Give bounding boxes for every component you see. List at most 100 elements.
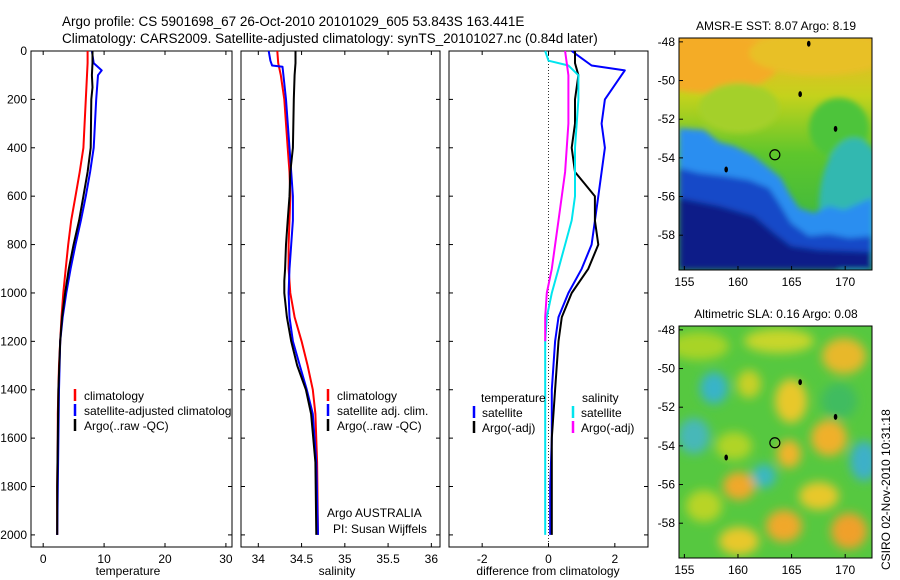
map-x-tick-label: 165 [782,563,802,577]
difference-legend: temperature salinity satelliteArgo(-adj)… [472,391,634,435]
y-tick-label: 1200 [0,334,27,348]
series-line [283,51,318,535]
sst-map-title: AMSR-E SST: 8.07 Argo: 8.19 [696,19,856,33]
map-x-tick-label: 160 [728,275,748,289]
island-marker [833,413,838,420]
y-tick-label: 1800 [0,480,27,494]
x-tick-label: 34.5 [290,552,314,566]
island-marker [798,379,802,386]
y-tick-label: 200 [7,92,27,106]
island-marker [724,166,728,173]
sla-heatmap [679,326,872,558]
map-x-tick-label: 160 [728,563,748,577]
x-tick-label: 20 [158,552,172,566]
legend-label: satellite adj. clim. [337,404,428,418]
map-x-tick-label: 170 [835,563,855,577]
x-tick-label: 0 [545,552,552,566]
sst-heatmap [679,38,872,270]
map-y-tick-label: -48 [658,35,676,49]
x-tick-label: -2 [477,552,488,566]
legend-label: Argo(..raw -QC) [84,419,169,433]
sla-map-ticks: 155 160 165 170 -48 -50 -52 -54 -56 -58 [658,323,856,577]
x-tick-label: 0 [40,552,47,566]
temperature-series [56,50,103,535]
argo-float-position-marker [769,149,781,161]
legend-label: satellite [482,406,523,420]
temperature-plot-frame [30,50,233,548]
map-y-tick-label: -54 [658,151,676,165]
island-marker [798,91,802,98]
y-tick-label: 1000 [0,286,27,300]
difference-x-ticks: -2 0 2 [477,51,618,566]
x-tick-label: 2 [611,552,618,566]
legend-label: Argo(-adj) [482,421,535,435]
series-line [276,50,319,535]
salinity-series [267,50,319,535]
map-x-tick-label: 170 [835,275,855,289]
institution-line2: PI: Susan Wijffels [333,522,427,536]
sla-map-title: Altimetric SLA: 0.16 Argo: 0.08 [694,307,858,321]
temperature-x-ticks: 0 10 20 30 [40,51,233,566]
sla-map-panel: Altimetric SLA: 0.16 Argo: 0.08 [658,307,873,577]
y-tick-label: 1600 [0,431,27,445]
difference-xlabel: difference from climatology [476,564,619,578]
map-y-tick-label: -52 [658,400,676,414]
series-line [544,50,580,535]
map-y-tick-label: -52 [658,112,676,126]
series-line [549,50,626,535]
x-tick-label: 36 [425,552,439,566]
island-marker [806,40,811,47]
map-y-tick-label: -50 [658,74,676,88]
map-y-tick-label: -48 [658,323,676,337]
side-timestamp-label: CSIRO 02-Nov-2010 10:31:18 [879,409,893,570]
legend-label: Argo(..raw -QC) [337,419,422,433]
map-y-tick-label: -56 [658,190,676,204]
institution-line1: Argo AUSTRALIA [327,506,422,520]
y-tick-label: 800 [7,238,27,252]
argo-float-position-marker [769,437,781,449]
map-y-tick-label: -58 [658,516,676,530]
temperature-panel: 0 200 400 600 800 1000 1200 1400 1600 1800 2000 0 1… [0,44,233,578]
island-marker [724,454,728,461]
sst-map-panel: AMSR-E SST: 8.07 Argo: 8.19 155 160 165 170 [658,19,873,289]
figure-title-line2: Climatology: CARS2009. Satellite-adjuste… [62,31,598,46]
series-line [550,51,600,535]
difference-panel: -2 0 2 temperature salinity satelliteArgo(… [448,50,649,578]
x-tick-label: 35.5 [376,552,400,566]
legend-label: climatology [84,389,144,403]
y-tick-label: 400 [7,141,27,155]
x-tick-label: 34 [252,552,266,566]
x-tick-label: 10 [97,552,111,566]
temperature-xlabel: temperature [96,564,161,578]
salinity-xlabel: salinity [319,564,356,578]
island-marker [833,125,838,132]
series-line [544,50,570,342]
legend-title-temperature: temperature [481,391,546,405]
x-tick-label: 35 [338,552,352,566]
salinity-y-ticks [241,50,440,536]
sla-map-frame [678,325,873,559]
map-x-tick-label: 155 [674,275,694,289]
salinity-plot-frame [240,50,441,548]
y-tick-label: 2000 [0,528,27,542]
sla-map-markers [724,379,838,461]
map-x-tick-label: 155 [674,563,694,577]
legend-title-salinity: salinity [582,391,619,405]
temperature-y-ticks: 0 200 400 600 800 1000 1200 1400 1600 1800 2000 [0,44,232,542]
map-x-tick-label: 165 [782,275,802,289]
legend-label: satellite [581,406,622,420]
difference-series [544,50,626,535]
difference-y-ticks [449,50,648,536]
y-tick-label: 1400 [0,383,27,397]
y-tick-label: 0 [20,44,27,58]
legend-label: satellite-adjusted climatolog [84,404,231,418]
map-y-tick-label: -58 [658,228,676,242]
sst-map-markers [724,40,838,173]
map-y-tick-label: -56 [658,478,676,492]
figure-title-line1: Argo profile: CS 5901698_67 26-Oct-2010 … [62,14,524,29]
x-tick-label: 30 [219,552,233,566]
